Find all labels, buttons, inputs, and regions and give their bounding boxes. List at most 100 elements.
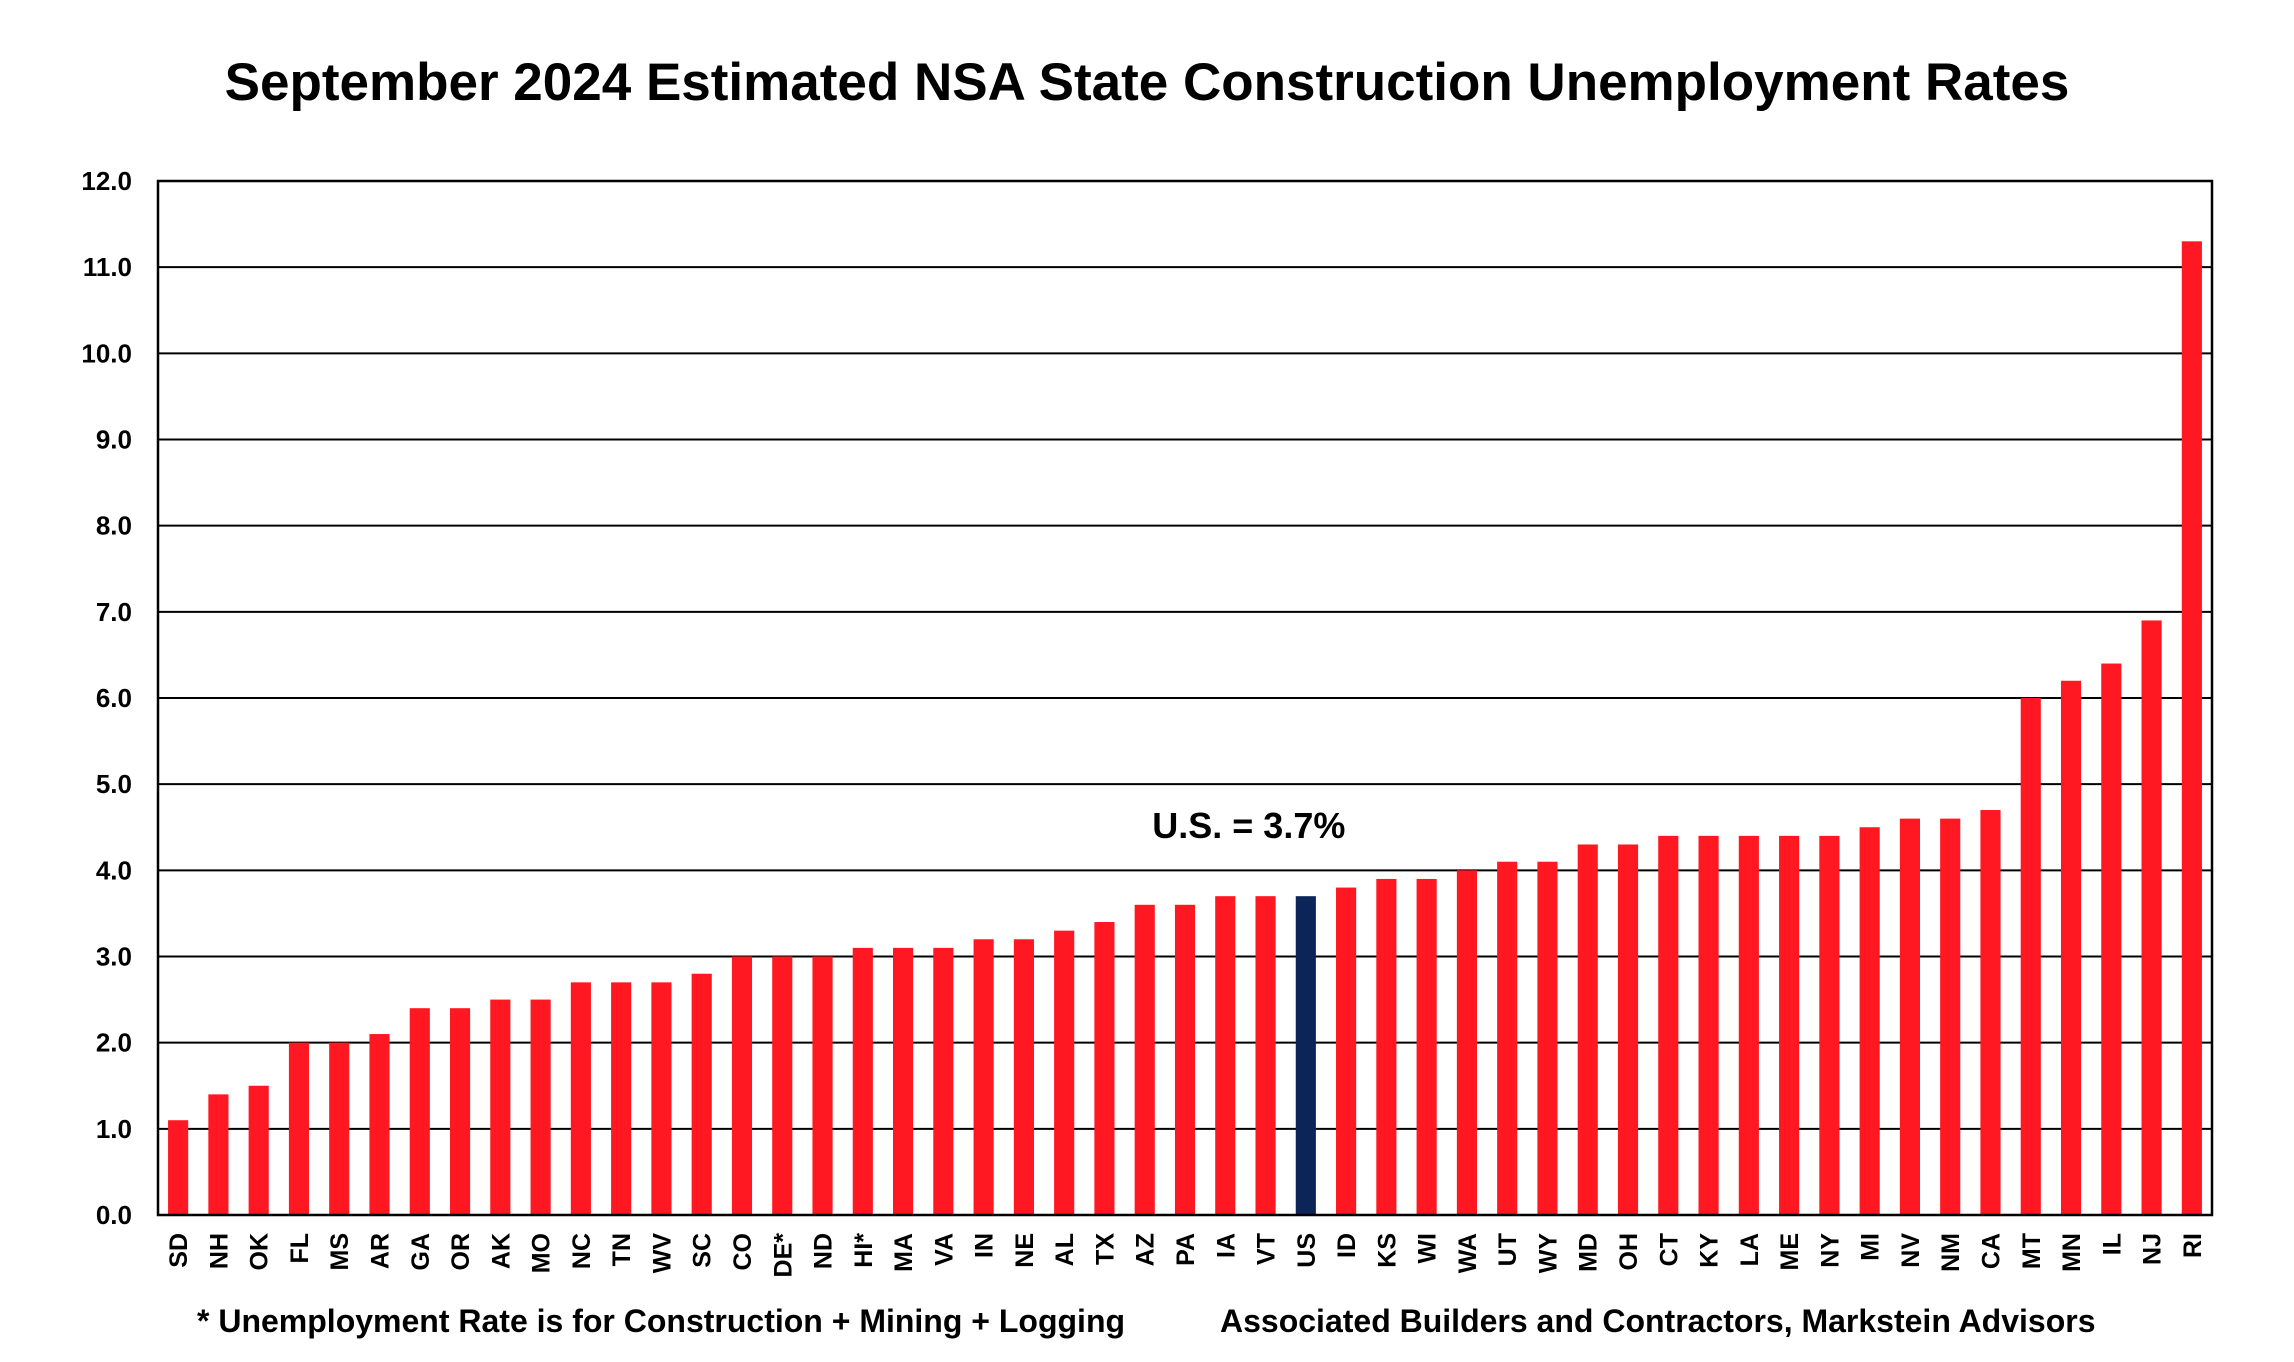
bar: [1658, 835, 1679, 1215]
x-tick-label: MI: [1857, 1233, 1885, 1261]
bar: [651, 982, 672, 1215]
x-tick-label: NC: [568, 1233, 596, 1269]
bar: [1054, 930, 1075, 1215]
x-tick-label: IA: [1212, 1233, 1240, 1258]
x-tick-label: US: [1293, 1233, 1321, 1268]
bar: [933, 947, 954, 1215]
bar: [731, 956, 753, 1215]
x-tick-label: UT: [1494, 1233, 1522, 1266]
bar: [490, 999, 511, 1215]
y-tick-label: 11.0: [83, 252, 132, 282]
x-tick-label: WA: [1454, 1233, 1482, 1273]
y-tick-label: 7.0: [96, 597, 132, 627]
bar: [248, 1085, 269, 1215]
bar: [893, 947, 914, 1215]
x-tick-label: IL: [2098, 1233, 2126, 1255]
x-tick-label: AR: [367, 1233, 395, 1269]
bar: [369, 1034, 390, 1215]
x-tick-label: CO: [729, 1233, 757, 1271]
footnote-left: * Unemployment Rate is for Construction …: [197, 1303, 1126, 1339]
y-tick-label: 10.0: [81, 338, 132, 368]
x-tick-label: VT: [1253, 1233, 1281, 1265]
x-tick-label: ND: [810, 1233, 838, 1269]
y-tick-label: 5.0: [96, 769, 132, 799]
bar: [1859, 827, 1880, 1215]
x-tick-label: MD: [1575, 1233, 1603, 1272]
x-tick-label: MT: [2018, 1233, 2046, 1269]
annotations: U.S. = 3.7%: [1152, 805, 1345, 846]
x-tick-label: HI*: [850, 1233, 878, 1268]
bar: [1376, 878, 1397, 1215]
plot-frame: [156, 179, 2214, 1217]
bar: [1779, 835, 1800, 1215]
bar: [530, 999, 551, 1215]
x-tick-label: KY: [1696, 1233, 1724, 1268]
us-annotation: U.S. = 3.7%: [1152, 805, 1345, 846]
bar: [1617, 844, 1639, 1215]
x-tick-label: OH: [1615, 1233, 1643, 1271]
bar: [570, 982, 591, 1215]
x-tick-label: MO: [528, 1233, 556, 1273]
bar: [1174, 904, 1196, 1215]
bar: [1134, 904, 1155, 1215]
bar: [772, 956, 793, 1215]
x-tick-label: OR: [447, 1233, 475, 1271]
x-tick-label: NJ: [2139, 1233, 2167, 1265]
x-tick-label: WY: [1534, 1233, 1562, 1274]
bar: [1336, 887, 1357, 1215]
y-tick-label: 4.0: [96, 855, 132, 885]
x-tick-label: OK: [246, 1233, 274, 1271]
x-tick-label: CA: [1977, 1233, 2005, 1269]
bar: [329, 1042, 350, 1215]
bar: [1456, 870, 1477, 1215]
x-tick-label: WI: [1414, 1233, 1442, 1264]
x-tick-label: SC: [689, 1233, 717, 1268]
y-tick-label: 6.0: [96, 683, 132, 713]
bar: [1215, 896, 1236, 1215]
chart-title: September 2024 Estimated NSA State Const…: [224, 53, 2070, 112]
x-tick-label: AK: [487, 1233, 515, 1269]
x-axis-labels: SD NH OK FL MS AR GA OR AK MO NC TN WV SC CO DE* ND HI* MA…: [165, 1233, 2207, 1278]
bar: [1698, 835, 1719, 1215]
x-tick-label: IN: [971, 1233, 999, 1258]
x-tick-label: CT: [1655, 1233, 1683, 1266]
bar: [1738, 835, 1759, 1215]
x-tick-label: RI: [2179, 1233, 2207, 1258]
x-tick-label: GA: [407, 1233, 435, 1271]
y-tick-label: 8.0: [96, 511, 132, 541]
x-tick-label: ME: [1776, 1233, 1804, 1271]
y-tick-label: 3.0: [96, 942, 132, 972]
y-tick-label: 0.0: [96, 1200, 132, 1230]
bar: [1013, 939, 1034, 1215]
bar: [1819, 835, 1840, 1215]
x-tick-label: NE: [1011, 1233, 1039, 1268]
bar: [1255, 896, 1276, 1215]
x-tick-label: MS: [326, 1233, 354, 1271]
bar: [1416, 878, 1437, 1215]
bar: [2101, 663, 2122, 1215]
bar: [449, 1008, 471, 1215]
x-tick-label: ID: [1333, 1233, 1361, 1258]
x-tick-label: MN: [2058, 1233, 2086, 1272]
y-tick-label: 12.0: [81, 166, 132, 196]
bar: [1094, 922, 1115, 1215]
bar: [1497, 861, 1518, 1215]
bar: [852, 947, 873, 1215]
x-tick-label: SD: [165, 1233, 193, 1268]
x-tick-label: VA: [930, 1233, 958, 1266]
x-tick-label: NH: [205, 1233, 233, 1269]
x-tick-label: AZ: [1132, 1233, 1160, 1266]
source-credit: Associated Builders and Contractors, Mar…: [1220, 1303, 2096, 1339]
x-tick-label: LA: [1736, 1233, 1764, 1266]
bar: [288, 1042, 310, 1215]
x-tick-label: MA: [890, 1233, 918, 1272]
bar: [973, 939, 994, 1215]
x-tick-label: TX: [1091, 1233, 1119, 1265]
bar: [208, 1094, 229, 1215]
y-tick-label: 1.0: [96, 1114, 132, 1144]
bar: [2060, 680, 2082, 1215]
x-tick-label: NM: [1937, 1233, 1965, 1272]
x-tick-label: FL: [286, 1233, 314, 1264]
bar: [1899, 818, 1921, 1215]
